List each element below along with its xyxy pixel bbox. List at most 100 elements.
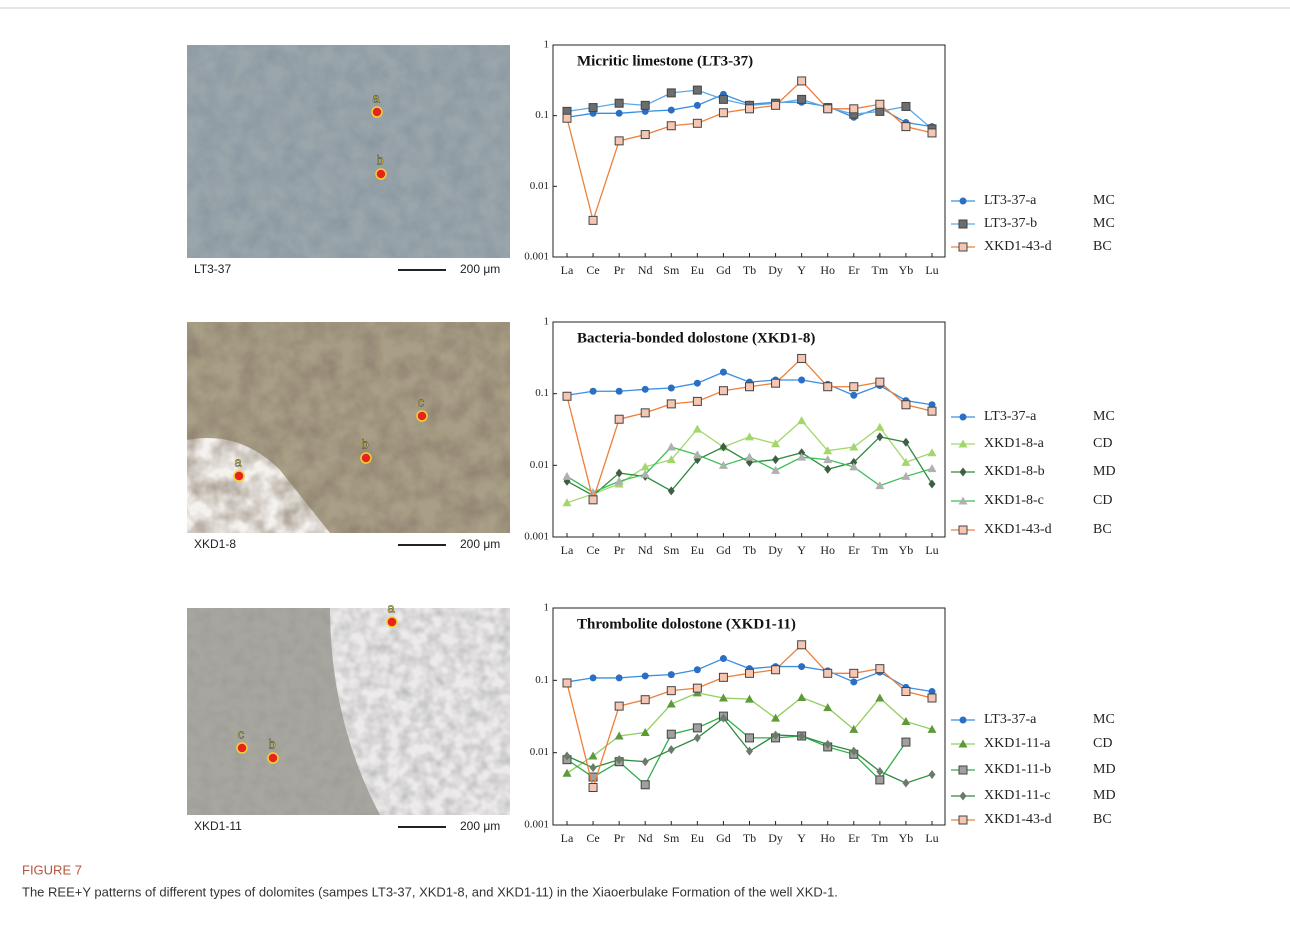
data-point xyxy=(589,751,598,759)
x-tick-label: Eu xyxy=(691,263,704,277)
data-point xyxy=(875,423,884,431)
legend-group: CD xyxy=(1093,493,1112,508)
data-point xyxy=(850,105,858,113)
legend-marker xyxy=(959,766,967,774)
legend-marker xyxy=(960,414,967,421)
legend-marker xyxy=(959,243,967,251)
x-tick-label: Er xyxy=(848,831,859,845)
legend-group: MD xyxy=(1093,788,1116,803)
figure-label: FIGURE 7 xyxy=(22,862,82,877)
legend-marker xyxy=(959,526,967,534)
data-point xyxy=(668,107,675,114)
page: {"chart_data": [ {"type": "line", "title… xyxy=(0,0,1290,943)
data-point xyxy=(667,443,676,451)
data-point xyxy=(798,663,805,670)
x-tick-label: Gd xyxy=(716,263,731,277)
data-point xyxy=(693,119,701,127)
data-point xyxy=(694,102,701,109)
data-point xyxy=(797,416,806,424)
data-point xyxy=(928,129,936,137)
data-point xyxy=(772,379,780,387)
data-point xyxy=(615,415,623,423)
micrograph xyxy=(187,608,510,815)
y-tick-label: 0.01 xyxy=(530,180,549,192)
data-point xyxy=(876,767,883,776)
x-tick-label: Ce xyxy=(586,831,599,845)
data-point xyxy=(746,669,754,677)
y-tick-label: 0.001 xyxy=(524,531,549,543)
data-point xyxy=(667,730,675,738)
data-point xyxy=(850,383,858,391)
point-label: b xyxy=(268,736,275,751)
data-point xyxy=(693,397,701,405)
legend-group: CD xyxy=(1093,436,1112,451)
y-tick-label: 0.001 xyxy=(524,819,549,831)
data-point xyxy=(563,679,571,687)
data-point xyxy=(928,407,936,415)
legend-name: XKD1-11-b xyxy=(984,762,1051,777)
x-tick-label: Dy xyxy=(768,263,783,277)
data-point xyxy=(668,671,675,678)
chart-title: Micritic limestone (LT3-37) xyxy=(577,53,753,69)
legend-marker xyxy=(960,198,967,205)
x-tick-label: Nd xyxy=(638,263,653,277)
data-point xyxy=(589,783,597,791)
data-point xyxy=(641,409,649,417)
point-label: b xyxy=(361,436,368,451)
data-point xyxy=(745,453,754,461)
y-tick-label: 0.001 xyxy=(524,251,549,263)
data-point xyxy=(693,86,701,94)
data-point xyxy=(797,693,806,701)
x-tick-label: Tb xyxy=(743,263,756,277)
data-point xyxy=(824,465,831,474)
legend-name: XKD1-8-a xyxy=(984,436,1045,451)
x-tick-label: La xyxy=(561,263,574,277)
x-tick-label: Nd xyxy=(638,543,653,557)
scale-label: 200 μm xyxy=(460,262,500,276)
data-point xyxy=(693,724,701,732)
data-point xyxy=(641,131,649,139)
x-tick-label: Yb xyxy=(899,543,914,557)
data-point xyxy=(615,702,623,710)
x-tick-label: Lu xyxy=(925,543,938,557)
data-point xyxy=(772,455,779,464)
figure-caption: The REE+Y patterns of different types of… xyxy=(22,884,838,899)
data-point xyxy=(694,666,701,673)
x-tick-label: Ce xyxy=(586,263,599,277)
point-label: c xyxy=(418,394,425,409)
x-tick-label: Tm xyxy=(872,831,889,845)
micrograph xyxy=(187,45,510,258)
data-point xyxy=(902,401,910,409)
legend-marker xyxy=(959,220,967,228)
data-point xyxy=(771,466,780,474)
data-point xyxy=(615,99,623,107)
data-point xyxy=(667,89,675,97)
legend-name: LT3-37-a xyxy=(984,409,1037,424)
legend-name: XKD1-8-b xyxy=(984,464,1045,479)
data-point xyxy=(772,666,780,674)
x-tick-label: Lu xyxy=(925,831,938,845)
chart-title: Bacteria-bonded dolostone (XKD1-8) xyxy=(577,330,815,346)
sample-point xyxy=(361,453,371,463)
x-tick-label: Eu xyxy=(691,543,704,557)
y-tick-label: 0.1 xyxy=(535,109,549,121)
data-point xyxy=(798,641,806,649)
data-point xyxy=(746,383,754,391)
data-point xyxy=(641,781,649,789)
sample-point xyxy=(234,471,244,481)
y-tick-label: 1 xyxy=(544,602,550,614)
data-point xyxy=(694,733,701,742)
data-point xyxy=(850,669,858,677)
data-point xyxy=(667,687,675,695)
sample-point xyxy=(372,107,382,117)
x-tick-label: Pr xyxy=(614,263,625,277)
y-tick-label: 1 xyxy=(544,316,550,328)
x-tick-label: La xyxy=(561,831,574,845)
x-tick-label: Y xyxy=(797,831,806,845)
data-point xyxy=(667,122,675,130)
legend-group: MD xyxy=(1093,762,1116,777)
data-point xyxy=(641,101,649,109)
x-tick-label: Pr xyxy=(614,831,625,845)
plot-frame xyxy=(553,322,945,537)
data-point xyxy=(642,672,649,679)
